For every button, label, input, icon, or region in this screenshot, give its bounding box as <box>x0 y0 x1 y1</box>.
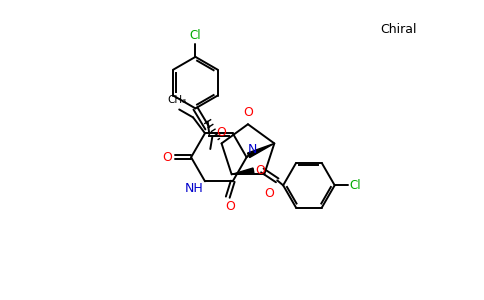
Text: NH: NH <box>185 182 204 195</box>
Text: O: O <box>163 151 172 164</box>
Polygon shape <box>247 143 274 158</box>
Text: O: O <box>225 200 235 213</box>
Text: O: O <box>256 164 265 177</box>
Text: Cl: Cl <box>190 29 201 42</box>
Polygon shape <box>232 168 254 174</box>
Text: O: O <box>243 106 253 119</box>
Text: Cl: Cl <box>349 179 361 192</box>
Text: N: N <box>248 143 257 156</box>
Text: CH₃: CH₃ <box>167 94 187 104</box>
Text: Chiral: Chiral <box>380 22 417 36</box>
Text: O: O <box>264 187 274 200</box>
Text: O: O <box>216 126 226 139</box>
